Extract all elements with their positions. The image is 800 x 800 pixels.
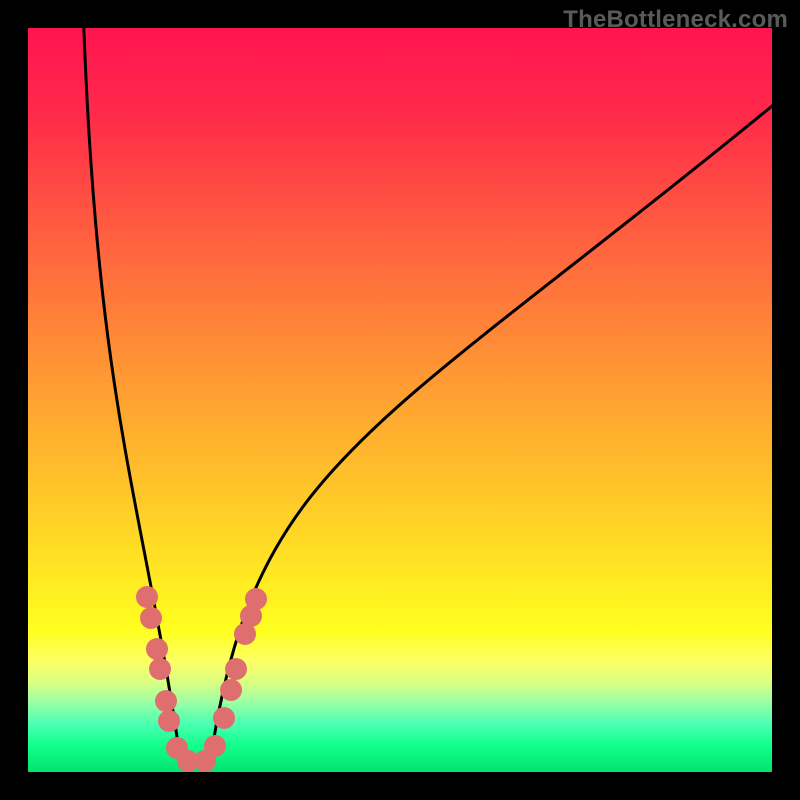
bead-left-3 [149,658,171,680]
bead-right-3 [225,658,247,680]
bead-right-4 [234,623,256,645]
bead-right-6 [245,588,267,610]
bead-right-0 [204,735,226,757]
performance-curve [28,28,772,772]
plot-area [28,28,772,772]
bottleneck-curve-path [84,28,772,761]
bead-left-5 [158,710,180,732]
bead-left-2 [146,638,168,660]
bead-left-4 [155,690,177,712]
watermark: TheBottleneck.com [563,6,788,34]
bead-left-1 [140,607,162,629]
bead-left-0 [136,586,158,608]
bead-right-1 [213,707,235,729]
bead-right-2 [220,679,242,701]
